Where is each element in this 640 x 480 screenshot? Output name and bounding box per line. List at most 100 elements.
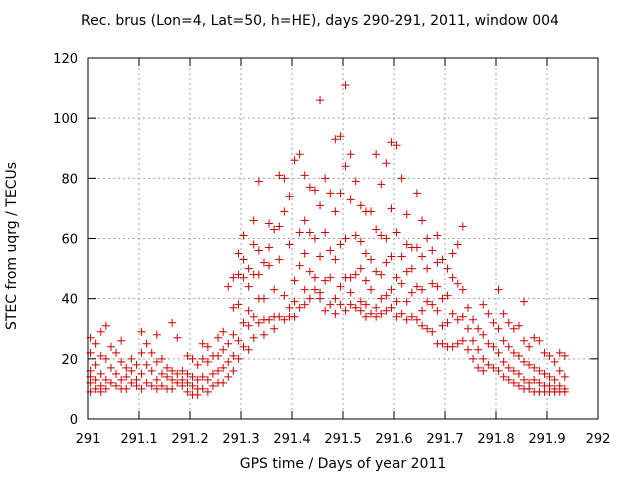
x-tick-label: 291.7 <box>426 432 463 447</box>
data-point <box>254 318 263 327</box>
data-point <box>152 375 161 384</box>
data-point <box>484 360 493 369</box>
data-point <box>402 210 411 219</box>
data-point <box>448 273 457 282</box>
data-point <box>152 384 161 393</box>
data-point <box>341 81 350 90</box>
data-point <box>117 336 126 345</box>
data-point <box>295 228 304 237</box>
data-point <box>377 180 386 189</box>
data-point <box>310 273 319 282</box>
data-point <box>474 324 483 333</box>
data-point <box>509 348 518 357</box>
data-point <box>484 309 493 318</box>
data-point <box>316 294 325 303</box>
data-point <box>305 183 314 192</box>
data-point <box>265 261 274 270</box>
data-point <box>203 342 212 351</box>
data-point <box>275 255 284 264</box>
x-tick-label: 291.6 <box>375 432 412 447</box>
data-point <box>229 351 238 360</box>
data-point <box>428 246 437 255</box>
data-point <box>331 294 340 303</box>
data-point <box>443 318 452 327</box>
data-point <box>494 366 503 375</box>
data-point <box>142 378 151 387</box>
data-point <box>336 300 345 309</box>
data-point <box>560 372 569 381</box>
data-point <box>438 294 447 303</box>
data-point <box>91 384 100 393</box>
data-point <box>530 333 539 342</box>
data-point <box>520 357 529 366</box>
data-point <box>290 156 299 165</box>
data-point <box>331 309 340 318</box>
data-point <box>290 297 299 306</box>
data-point <box>259 330 268 339</box>
data-point <box>137 348 146 357</box>
data-point <box>265 315 274 324</box>
data-point <box>214 366 223 375</box>
data-point <box>423 324 432 333</box>
data-point <box>137 369 146 378</box>
data-point <box>208 369 217 378</box>
data-point <box>326 246 335 255</box>
data-point <box>520 297 529 306</box>
data-point <box>377 294 386 303</box>
data-point <box>203 375 212 384</box>
data-point <box>336 240 345 249</box>
data-point <box>387 204 396 213</box>
data-point <box>203 387 212 396</box>
data-point <box>361 276 370 285</box>
y-tick-label: 0 <box>70 413 78 428</box>
data-point <box>423 264 432 273</box>
data-point <box>280 291 289 300</box>
data-point <box>499 336 508 345</box>
data-point <box>224 339 233 348</box>
data-point <box>203 357 212 366</box>
data-point <box>509 324 518 333</box>
data-point <box>377 309 386 318</box>
data-point <box>198 354 207 363</box>
data-point <box>168 366 177 375</box>
data-point <box>418 321 427 330</box>
data-point <box>112 381 121 390</box>
data-point <box>341 306 350 315</box>
data-point <box>219 363 228 372</box>
data-point <box>300 216 309 225</box>
data-point <box>300 249 309 258</box>
data-point <box>239 273 248 282</box>
data-point <box>484 339 493 348</box>
data-point <box>463 303 472 312</box>
data-point <box>494 285 503 294</box>
data-point <box>372 267 381 276</box>
data-point <box>157 381 166 390</box>
data-point <box>341 162 350 171</box>
data-point <box>198 339 207 348</box>
data-point <box>244 264 253 273</box>
data-point <box>463 345 472 354</box>
data-point <box>372 150 381 159</box>
data-point <box>127 378 136 387</box>
data-point <box>183 369 192 378</box>
data-point <box>285 192 294 201</box>
data-point <box>214 351 223 360</box>
data-point <box>392 141 401 150</box>
data-point <box>183 387 192 396</box>
data-point <box>234 300 243 309</box>
data-point <box>474 345 483 354</box>
data-point <box>433 306 442 315</box>
data-point <box>280 174 289 183</box>
data-point <box>249 333 258 342</box>
data-point <box>397 309 406 318</box>
data-point <box>438 339 447 348</box>
data-point <box>244 345 253 354</box>
data-point <box>479 300 488 309</box>
data-point <box>122 384 131 393</box>
y-tick-label: 60 <box>61 233 78 248</box>
data-point <box>458 285 467 294</box>
data-point <box>305 294 314 303</box>
data-point <box>499 372 508 381</box>
x-tick-label: 291.2 <box>171 432 208 447</box>
data-point <box>361 300 370 309</box>
